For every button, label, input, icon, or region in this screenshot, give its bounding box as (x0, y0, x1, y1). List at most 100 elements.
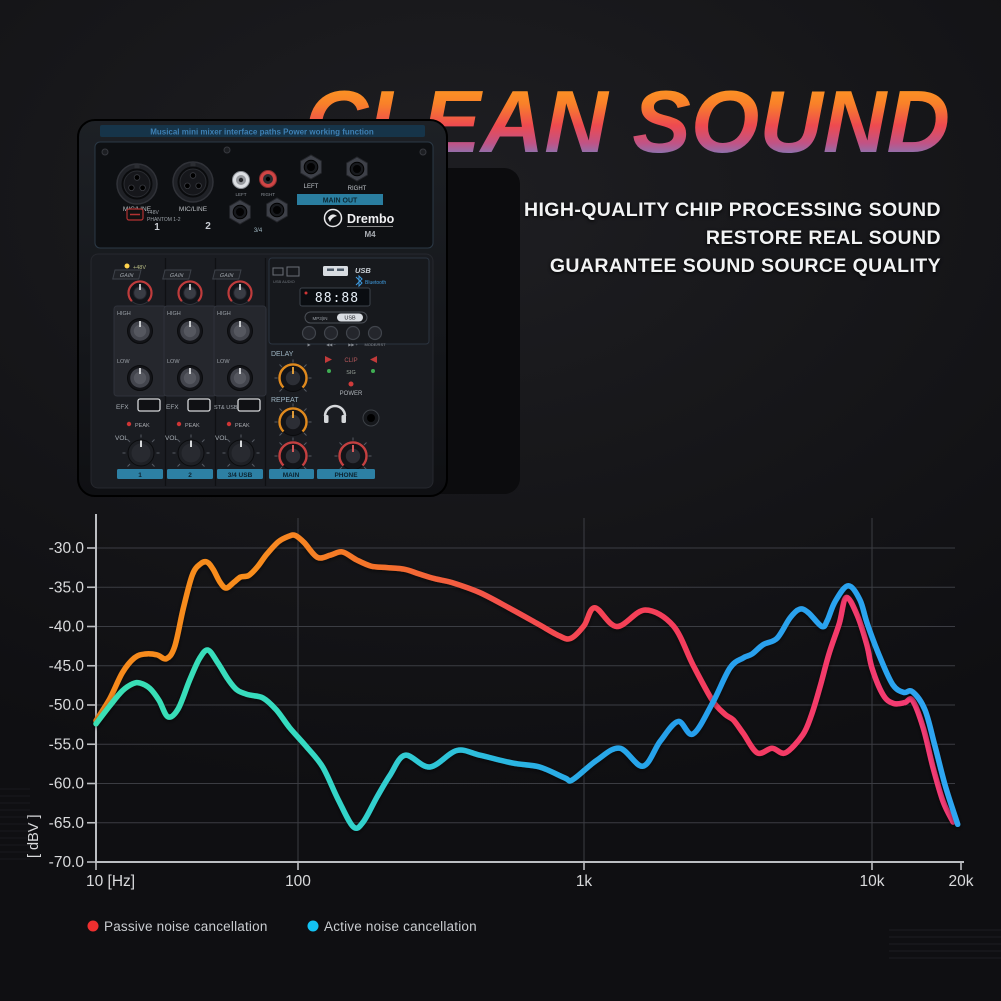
low-knob[interactable] (176, 364, 204, 392)
low-knob[interactable] (226, 364, 254, 392)
efx-switch[interactable] (187, 398, 211, 412)
display-led (304, 291, 308, 295)
gain-knob[interactable] (227, 280, 253, 306)
tagline-line-3: GUARANTEE SOUND SOURCE QUALITY (549, 255, 941, 277)
rca-red-icon (259, 170, 277, 188)
prev-button[interactable] (323, 325, 339, 341)
clip-arrow-icon (370, 356, 377, 363)
display-readout: 88:88 (315, 291, 359, 306)
efx-switch[interactable] (137, 398, 161, 412)
peak-led (176, 421, 182, 427)
usb-audio-label: USB AUDIO (273, 279, 295, 284)
right-label: RIGHT (348, 186, 367, 192)
brand-underline (347, 226, 393, 227)
vol-label: VOL (215, 435, 228, 442)
vol-knob[interactable] (177, 439, 205, 467)
legend-label-active: Active noise cancellation (324, 919, 477, 934)
play-pause-label: ▶ (307, 342, 311, 347)
high-knob[interactable] (226, 317, 254, 345)
clip-label: CLIP (344, 358, 357, 364)
svg-text:-55.0: -55.0 (49, 736, 85, 753)
prev-label: ◀◀ − (326, 342, 336, 347)
chart-grid (96, 518, 955, 863)
delay-section: DELAY REPEAT MAIN (269, 351, 314, 479)
gain-knob[interactable] (127, 280, 153, 306)
texture-streaks (889, 929, 1001, 963)
vol-label: VOL (115, 435, 128, 442)
efx-label: EFX (116, 404, 129, 411)
usb-port[interactable] (323, 266, 348, 276)
usb-label: USB (355, 266, 371, 275)
low-label: LOW (117, 359, 130, 365)
rca-white-icon (232, 171, 250, 189)
phantom-led (124, 263, 130, 269)
svg-text:-35.0: -35.0 (49, 579, 85, 596)
headphone-icon (323, 404, 347, 417)
low-knob[interactable] (126, 364, 154, 392)
svg-text:10k: 10k (860, 873, 885, 890)
channel-bar-label: 2 (188, 472, 192, 479)
brand-name: Drembo (347, 212, 395, 226)
mixer-top-strip (100, 125, 425, 137)
mixer-strip-text: Musical mini mixer interface paths Power… (150, 128, 374, 137)
repeat-label: REPEAT (271, 397, 299, 404)
legend-dot-active (307, 920, 319, 932)
eq-block (213, 305, 267, 397)
texture-streaks (0, 788, 30, 863)
jack-34-label: 3/4 (254, 228, 263, 234)
vol-label: VOL (165, 435, 178, 442)
svg-text:20k: 20k (949, 873, 974, 890)
phone-bar (317, 469, 375, 479)
delay-knob[interactable] (278, 363, 308, 393)
channel-bar (167, 469, 213, 479)
svg-text:-60.0: -60.0 (49, 776, 85, 793)
mp3-label: MP3|IN (313, 316, 328, 321)
tagline-line-2: RESTORE REAL SOUND (705, 227, 941, 249)
channel-strip-3: GAIN HIGH LOW ST& USB PEAK VOL 3/4 USB (212, 269, 267, 479)
next-label: ▶▶ + (348, 342, 358, 347)
frequency-response-chart: -30.0 -35.0 -40.0 -45.0 -50.0 -55.0 -60.0 -65.0… (26, 514, 974, 934)
sig-led (327, 369, 331, 373)
rca-left-label: LEFT (235, 192, 246, 197)
main-out-bar (297, 194, 383, 205)
high-label: HIGH (217, 311, 231, 317)
next-button[interactable] (345, 325, 361, 341)
mode-button[interactable] (367, 325, 383, 341)
gain-label: GAIN (169, 273, 184, 279)
phone-knob[interactable] (338, 441, 368, 471)
main-bar (269, 469, 314, 479)
phone-section: CLIP SIG POWER PHONE (317, 356, 380, 479)
high-label: HIGH (167, 311, 181, 317)
phantom-label-1: +48V (147, 210, 159, 216)
gain-label: GAIN (219, 273, 234, 279)
screw-icon (419, 148, 427, 156)
high-knob[interactable] (176, 317, 204, 345)
xlr-combo-jack-1-icon (116, 163, 158, 205)
rca-right-label: RIGHT (261, 192, 275, 197)
delay-label: DELAY (271, 351, 294, 358)
gain-knob[interactable] (177, 280, 203, 306)
legend-dot-passive (87, 920, 99, 932)
chart-axes (95, 514, 964, 863)
sd-card-icon (272, 267, 284, 276)
repeat-knob[interactable] (278, 407, 308, 437)
sig-label: SIG (346, 370, 355, 376)
main-out-label: MAIN OUT (323, 198, 358, 205)
main-knob[interactable] (278, 441, 308, 471)
peak-label: PEAK (185, 423, 200, 429)
model-label: M4 (364, 230, 376, 239)
media-module: USB AUDIO USB Bluetooth 88:88 MP3|IN USB… (272, 266, 386, 347)
play-pause-button[interactable] (301, 325, 317, 341)
st-usb-switch[interactable] (237, 398, 261, 412)
channel-1-number: 1 (154, 222, 160, 233)
high-knob[interactable] (126, 317, 154, 345)
headphone-pad (341, 415, 346, 423)
vol-knob[interactable] (127, 439, 155, 467)
usb-chip-label: USB (344, 316, 356, 322)
svg-text:1k: 1k (576, 873, 593, 890)
svg-text:-40.0: -40.0 (49, 619, 85, 636)
bluetooth-label: Bluetooth (365, 280, 386, 286)
mic-line-label-2: MIC/LINE (179, 206, 208, 213)
vol-knob[interactable] (227, 439, 255, 467)
